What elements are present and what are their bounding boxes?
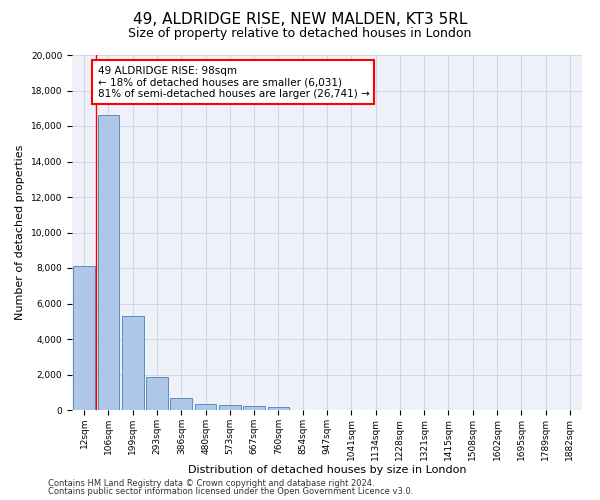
Bar: [97, 116, 119, 410]
Bar: [268, 407, 289, 410]
Bar: [219, 405, 241, 410]
Text: 49, ALDRIDGE RISE, NEW MALDEN, KT3 5RL: 49, ALDRIDGE RISE, NEW MALDEN, KT3 5RL: [133, 12, 467, 28]
Text: Size of property relative to detached houses in London: Size of property relative to detached ho…: [128, 28, 472, 40]
Bar: [194, 404, 217, 410]
Bar: [73, 266, 95, 410]
Text: Contains HM Land Registry data © Crown copyright and database right 2024.: Contains HM Land Registry data © Crown c…: [48, 478, 374, 488]
Bar: [243, 406, 265, 410]
Bar: [146, 377, 168, 410]
X-axis label: Distribution of detached houses by size in London: Distribution of detached houses by size …: [188, 466, 466, 475]
Text: Contains public sector information licensed under the Open Government Licence v3: Contains public sector information licen…: [48, 487, 413, 496]
Text: 49 ALDRIDGE RISE: 98sqm
← 18% of detached houses are smaller (6,031)
81% of semi: 49 ALDRIDGE RISE: 98sqm ← 18% of detache…: [97, 66, 369, 99]
Bar: [122, 316, 143, 410]
Bar: [170, 398, 192, 410]
Y-axis label: Number of detached properties: Number of detached properties: [15, 145, 25, 320]
